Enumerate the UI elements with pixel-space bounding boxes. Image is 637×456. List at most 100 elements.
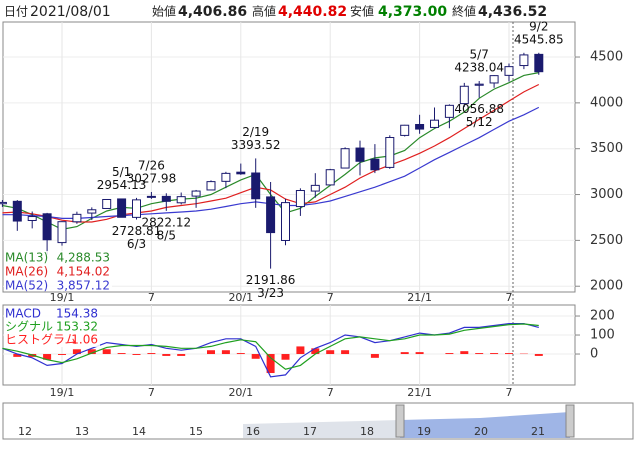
annotation-value: 4056.88 xyxy=(454,102,504,116)
y-tick-label: 4500 xyxy=(590,50,623,65)
candle-body xyxy=(221,172,231,182)
histogram-bar xyxy=(266,354,275,374)
candle-body xyxy=(206,181,216,191)
histogram-bar xyxy=(281,354,290,360)
header-label: 日付 xyxy=(4,5,28,19)
navigator-label: 17 xyxy=(303,425,317,438)
header-label: 終値 xyxy=(452,4,476,19)
candle-body xyxy=(430,119,439,128)
legend-value: 3,857.12 xyxy=(57,279,110,293)
candle-body xyxy=(117,198,127,218)
header-label: 安値 xyxy=(350,4,374,19)
candle-body xyxy=(132,199,141,218)
x-tick-label: 20/1 xyxy=(228,386,253,399)
macd-line xyxy=(2,323,539,370)
navigator-selection[interactable] xyxy=(400,412,570,438)
x-tick-label: 19/1 xyxy=(50,291,75,304)
header-value: 4,406.86 xyxy=(178,4,247,20)
annotation-value: 3027.98 xyxy=(127,171,177,185)
x-tick-label: 7 xyxy=(148,386,155,399)
histogram-bar xyxy=(370,354,379,358)
candle-body xyxy=(12,200,22,222)
annotation-value: 4238.04 xyxy=(454,61,504,75)
annotation-date: 5/12 xyxy=(466,115,493,129)
candle-body xyxy=(236,171,246,175)
y-tick-label: 3000 xyxy=(590,187,623,202)
legend-name: MACD xyxy=(5,307,41,321)
navigator-label: 12 xyxy=(18,425,32,438)
legend-name: MA(52) xyxy=(5,279,48,293)
histogram-bar xyxy=(415,352,424,355)
annotation-value: 2191.86 xyxy=(246,273,296,287)
navigator-label: 15 xyxy=(189,425,203,438)
histogram-bar xyxy=(102,349,111,355)
histogram-bar xyxy=(400,352,409,355)
candle-body xyxy=(146,195,156,198)
navigator-handle[interactable] xyxy=(565,404,575,438)
candle-body xyxy=(0,201,7,205)
candle-body xyxy=(251,172,261,200)
candle-body xyxy=(87,209,97,214)
navigator-label: 14 xyxy=(132,425,146,438)
main-panel xyxy=(2,21,576,293)
annotation-date: 3/23 xyxy=(257,286,284,300)
annotation-value: 2822.12 xyxy=(141,215,191,229)
histogram-bar xyxy=(13,354,22,357)
navigator-label: 16 xyxy=(246,425,260,438)
header-label: 始値 xyxy=(152,4,176,19)
legend-value: 4,288.53 xyxy=(57,251,110,265)
histogram-bar xyxy=(475,353,484,355)
y-tick-label: 100 xyxy=(590,328,615,343)
header-label: 高値 xyxy=(252,4,276,19)
candle-body xyxy=(370,158,380,171)
annotation-date: 9/2 xyxy=(529,19,548,33)
y-tick-label: 200 xyxy=(590,309,615,324)
legend-name: MA(26) xyxy=(5,265,48,279)
annotation-date: 7/26 xyxy=(138,158,165,172)
x-tick-label: 7 xyxy=(506,291,513,304)
histogram-bar xyxy=(207,350,215,355)
legend-value: 4,154.02 xyxy=(57,265,110,279)
histogram-bar xyxy=(132,354,141,355)
x-tick-label: 21/1 xyxy=(407,291,432,304)
legend-box xyxy=(4,251,112,291)
annotation-date: 6/3 xyxy=(127,237,146,251)
candle-body xyxy=(102,198,112,209)
legend-name: シグナル xyxy=(5,320,53,334)
candle-body xyxy=(519,54,529,67)
legend-value: 154.38 xyxy=(56,307,98,321)
x-tick-label: 7 xyxy=(327,291,334,304)
y-tick-label: 4000 xyxy=(590,95,623,110)
annotation-date: 5/7 xyxy=(470,48,489,62)
histogram-bar xyxy=(311,348,320,355)
legend-name: MA(13) xyxy=(5,251,48,265)
candle-body xyxy=(310,184,320,192)
histogram-bar xyxy=(445,353,454,355)
histogram-bar xyxy=(43,354,52,360)
y-tick-label: 2000 xyxy=(590,279,623,294)
candle-body xyxy=(474,83,484,86)
legend-value: 1.06 xyxy=(71,333,98,347)
x-tick-label: 7 xyxy=(506,386,513,399)
navigator-area xyxy=(243,420,400,438)
candle-body xyxy=(266,196,276,234)
navigator-label: 13 xyxy=(75,425,89,438)
candle-body xyxy=(27,216,37,221)
x-tick-label: 7 xyxy=(148,291,155,304)
candle-body xyxy=(281,202,290,241)
annotation-date: 2/19 xyxy=(242,125,269,139)
candle-body xyxy=(295,190,305,208)
navigator-label: 20 xyxy=(474,425,488,438)
candle-body xyxy=(489,75,499,84)
annotation-value: 2728.81 xyxy=(112,224,162,238)
histogram-bar xyxy=(296,346,305,355)
candle-body xyxy=(325,169,335,186)
navigator-handle[interactable] xyxy=(395,404,405,438)
histogram-bar xyxy=(58,354,66,355)
histogram-bar xyxy=(87,349,96,355)
candle-body xyxy=(415,123,425,130)
annotation-value: 2954.13 xyxy=(97,178,147,192)
annotation-date: 8/5 xyxy=(157,228,176,242)
histogram-bar xyxy=(72,349,81,355)
candle-body xyxy=(176,196,186,204)
